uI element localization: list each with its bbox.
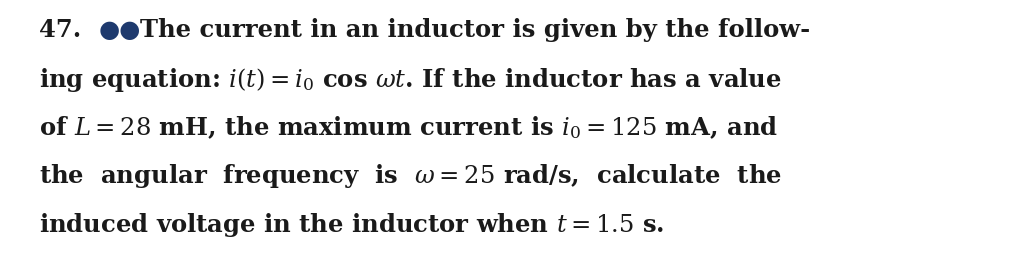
Text: the  angular  frequency  is  $\omega = 25$ rad/s,  calculate  the: the angular frequency is $\omega = 25$ r… <box>39 162 782 191</box>
Text: 47.: 47. <box>39 18 98 42</box>
Text: induced voltage in the inductor when $t = 1.5$ s.: induced voltage in the inductor when $t … <box>39 211 665 239</box>
Text: ●●: ●● <box>98 18 140 42</box>
Text: ing equation: $i(t) = i_0$ cos $\omega t$. If the inductor has a value: ing equation: $i(t) = i_0$ cos $\omega t… <box>39 66 781 94</box>
Text: The current in an inductor is given by the follow-: The current in an inductor is given by t… <box>140 18 811 42</box>
Text: of $L = 28$ mH, the maximum current is $i_0 = 125$ mA, and: of $L = 28$ mH, the maximum current is $… <box>39 114 778 141</box>
